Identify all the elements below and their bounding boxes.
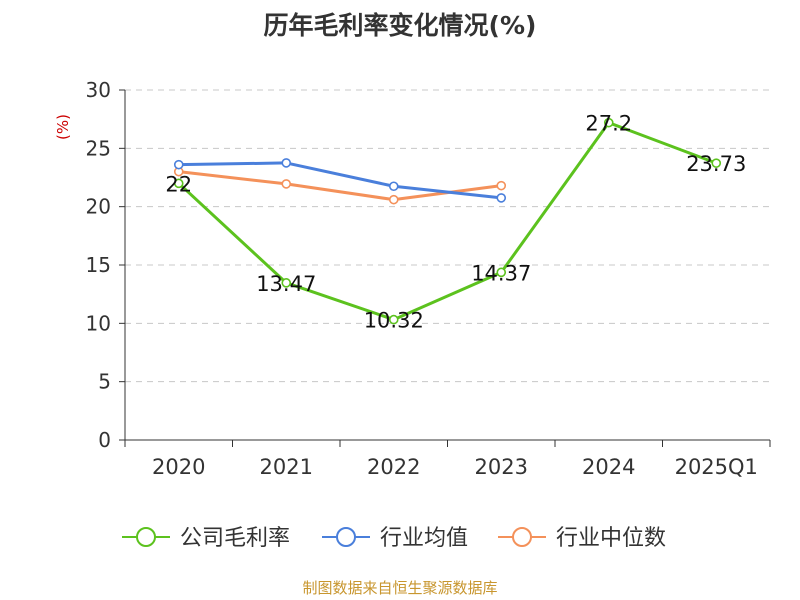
x-tick-label: 2020 <box>152 455 205 479</box>
legend-marker <box>336 527 356 547</box>
data-point <box>603 117 614 128</box>
y-tick-label: 10 <box>86 311 111 335</box>
data-label: 23.73 <box>686 152 746 176</box>
axes: 0 5 10 15 20 25 30 (%) 2020 2021 2022 2023 2024 2025Q… <box>54 78 771 479</box>
legend-label: 行业均值 <box>380 526 468 551</box>
legend-label: 行业中位数 <box>556 526 666 551</box>
data-label: 22 <box>165 172 192 196</box>
y-axis-label: (%) <box>54 114 72 140</box>
data-label: 14.37 <box>471 261 531 285</box>
y-tick-label: 20 <box>86 195 111 219</box>
data-point <box>496 267 507 278</box>
y-tick-label: 30 <box>86 78 111 102</box>
chart-title: 历年毛利率变化情况(%) <box>263 11 537 40</box>
data-point <box>173 159 184 170</box>
y-tick-label: 15 <box>86 253 111 277</box>
y-tick-label: 25 <box>86 136 111 160</box>
line-chart: 0 5 10 15 20 25 30 (%) 2020 2021 2022 2023 2024 2025Q… <box>54 78 771 551</box>
legend-label: 公司毛利率 <box>180 526 290 551</box>
data-label: 27.2 <box>585 112 632 136</box>
data-label: 10.32 <box>364 309 424 333</box>
x-tick-label: 2022 <box>367 455 420 479</box>
y-tick-label: 0 <box>98 428 111 452</box>
data-label: 13.47 <box>256 272 316 296</box>
legend-marker <box>136 527 156 547</box>
y-tick-label: 5 <box>98 370 111 394</box>
source-footer: 制图数据来自恒生聚源数据库 <box>302 579 498 597</box>
x-tick-label: 2024 <box>582 455 635 479</box>
x-tick-label: 2023 <box>475 455 528 479</box>
legend-marker <box>512 527 532 547</box>
data-point <box>711 158 722 168</box>
data-point <box>281 179 292 189</box>
data-point <box>388 314 399 325</box>
x-tick-label: 2025Q1 <box>675 455 758 479</box>
data-point <box>173 178 184 189</box>
series-line <box>178 161 502 200</box>
grid-lines <box>125 89 770 383</box>
series-line <box>177 121 717 322</box>
data-point <box>388 194 399 205</box>
data-point <box>281 158 292 168</box>
legend: 公司毛利率 行业均值 行业中位数 <box>122 526 666 551</box>
data-point <box>388 181 399 192</box>
data-point <box>496 180 507 191</box>
series-layer: 22 13.47 10.32 14.37 27.2 23.73 <box>165 112 746 333</box>
x-tick-label: 2021 <box>260 455 313 479</box>
data-point <box>281 278 292 288</box>
data-point <box>496 193 507 203</box>
